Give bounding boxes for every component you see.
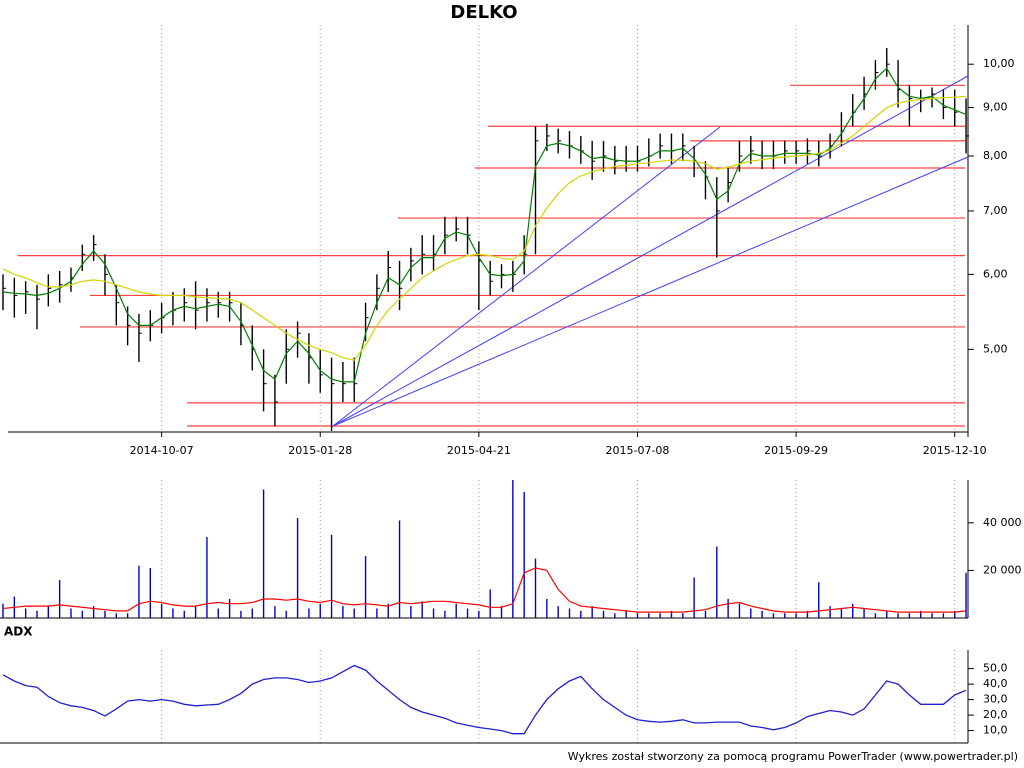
x-tick-label: 2015-12-10 (923, 444, 987, 457)
y-tick-label: 7,00 (983, 204, 1008, 217)
y-tick-label: 9,00 (983, 101, 1008, 114)
chart-title: DELKO (450, 2, 517, 23)
footer: Wykres został stworzony za pomocą progra… (568, 750, 1018, 763)
trend-line (332, 126, 721, 427)
y-tick-label: 8,00 (983, 149, 1008, 162)
y-tick-label: 40,0 (983, 677, 1008, 690)
moving-average (2, 67, 967, 383)
x-tick-label: 2015-09-29 (764, 444, 828, 457)
trend-line (332, 75, 969, 427)
y-tick-label: 20,0 (983, 708, 1008, 721)
y-tick-label: 40 000 (983, 516, 1022, 529)
volume-average (2, 567, 967, 613)
trend-line (332, 156, 969, 427)
x-tick-label: 2015-07-08 (606, 444, 670, 457)
y-tick-label: 50,0 (983, 662, 1008, 675)
trend-lines (332, 75, 969, 427)
x-tick-label: 2014-10-07 (130, 444, 194, 457)
x-tick-label: 2015-04-21 (447, 444, 511, 457)
y-tick-label: 6,00 (983, 267, 1008, 280)
y-tick-label: 10,0 (983, 724, 1008, 737)
y-tick-label: 30,0 (983, 693, 1008, 706)
x-tick-label: 2015-01-28 (288, 444, 352, 457)
y-tick-label: 20 000 (983, 563, 1022, 576)
y-tick-label: 5,00 (983, 342, 1008, 355)
panel-title: ADX (4, 625, 33, 639)
adx-line (2, 664, 967, 735)
moving-average (2, 95, 967, 361)
y-tick-label: 10,00 (983, 57, 1015, 70)
